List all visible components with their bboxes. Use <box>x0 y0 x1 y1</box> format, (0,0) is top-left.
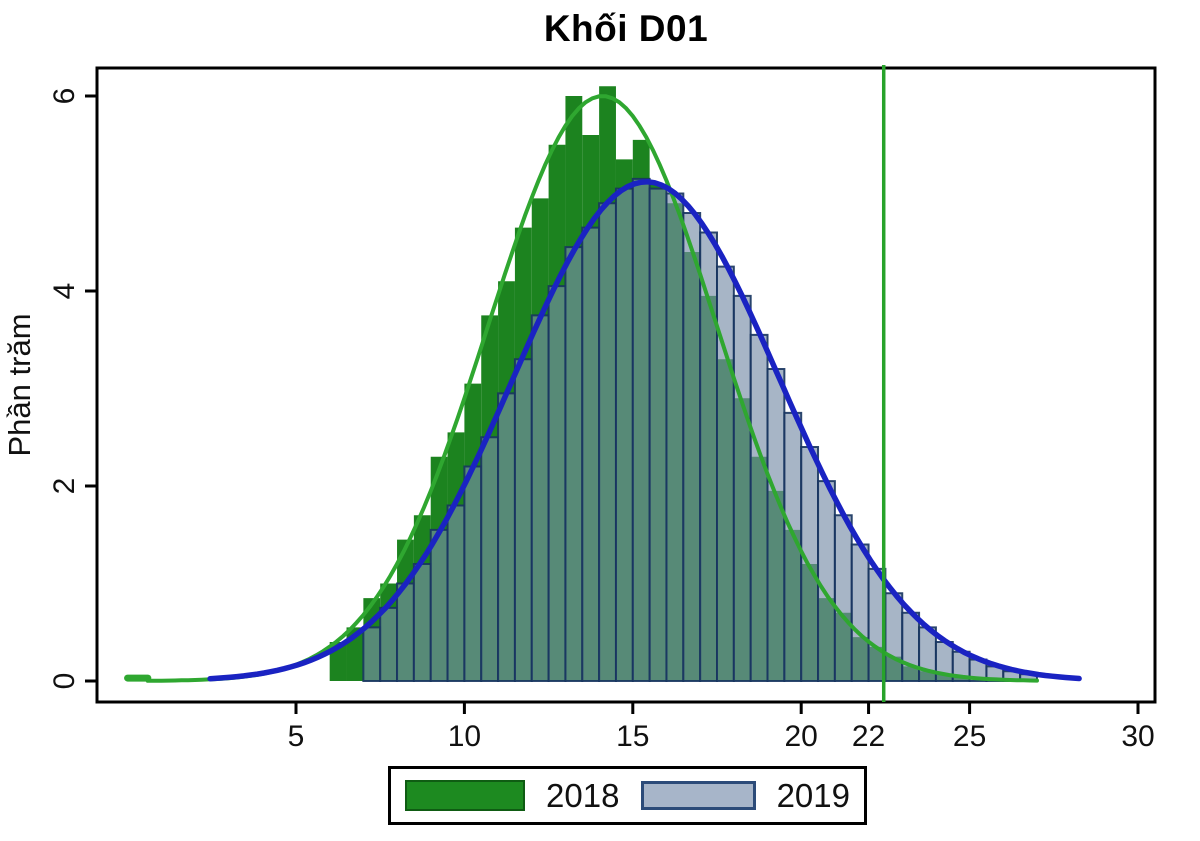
legend: 2018 2019 <box>388 766 867 825</box>
histogram-bar-2019 <box>833 514 853 682</box>
histogram-bar-2019 <box>901 611 921 682</box>
histogram-bar-2019 <box>665 192 685 682</box>
legend-swatch-2018 <box>405 780 525 811</box>
histogram-bar-2019 <box>581 226 601 682</box>
x-tick-label: 15 <box>616 720 649 753</box>
histogram-bar-2019 <box>749 333 769 682</box>
normal-fit-curve-2019 <box>207 179 1082 682</box>
histogram-bar-2019 <box>547 285 567 682</box>
x-tick-label: 22 <box>852 720 885 753</box>
histogram-bar-2019 <box>817 480 836 682</box>
histogram-bar-2019 <box>446 504 466 682</box>
histogram-bar-2019 <box>530 314 550 682</box>
plot-border <box>95 66 1157 704</box>
legend-swatch-2019 <box>640 781 756 810</box>
legend-label-2018: 2018 <box>546 777 620 814</box>
histogram-bar-2019 <box>429 528 449 682</box>
histogram-bar-2019 <box>480 436 500 682</box>
histogram-bar-2019 <box>362 626 382 682</box>
histogram-bar-2019 <box>463 465 483 682</box>
y-tick-label: 0 <box>48 673 81 690</box>
x-tick-label: 20 <box>785 720 818 753</box>
histogram-bar-2019 <box>513 358 533 682</box>
x-tick-label: 5 <box>288 720 305 753</box>
histogram-bar-2019 <box>564 246 584 682</box>
histogram-bar-2019 <box>412 563 432 682</box>
histogram-bar-2019 <box>631 177 651 682</box>
chart-title: Khối D01 <box>543 8 709 49</box>
histogram-bar-2019 <box>614 187 634 682</box>
histogram-bar-2019 <box>598 202 617 682</box>
y-axis-title: Phần trăm <box>2 313 37 456</box>
x-tick-label: 10 <box>448 720 481 753</box>
legend-label-2019: 2019 <box>776 777 850 814</box>
histogram-bar-2019 <box>850 543 870 682</box>
histogram-bar-2019 <box>682 212 702 682</box>
x-tick-label: 25 <box>953 720 986 753</box>
histogram-bar-2019 <box>884 592 904 682</box>
histogram-bar-2019 <box>648 187 668 682</box>
histogram-bar-2019 <box>732 294 752 682</box>
histogram-bar-2019 <box>396 582 415 682</box>
y-tick-label: 2 <box>48 478 81 495</box>
y-tick-label: 6 <box>48 88 81 105</box>
histogram-bar-2019 <box>766 368 786 682</box>
histogram-bar-2019 <box>379 606 399 682</box>
histogram-bar-2019 <box>497 392 516 682</box>
y-tick-label: 4 <box>48 283 81 300</box>
x-tick-label: 30 <box>1121 720 1154 753</box>
